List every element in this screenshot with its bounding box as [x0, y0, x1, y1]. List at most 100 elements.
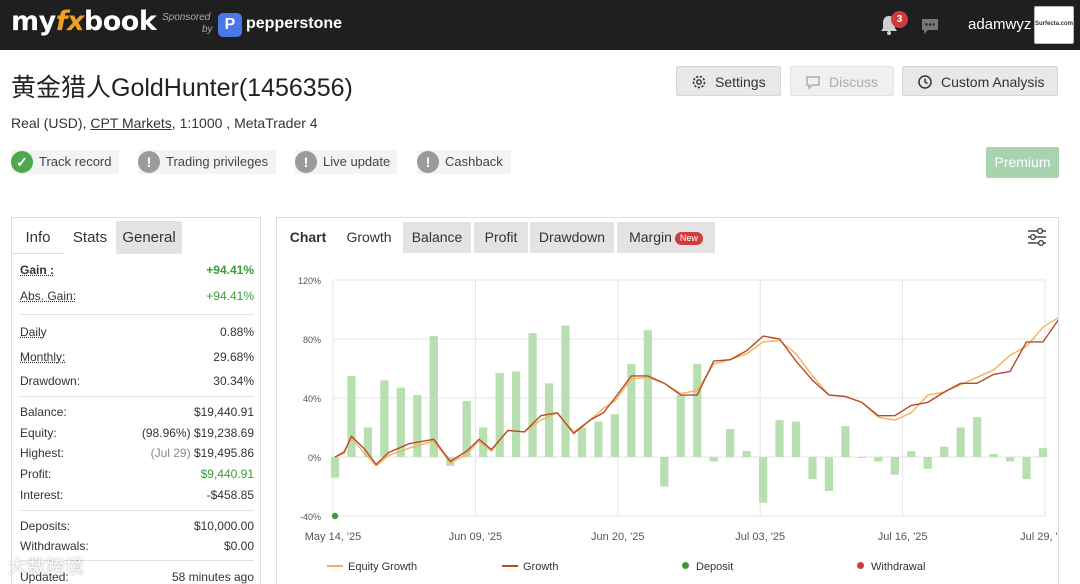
gear-icon — [692, 75, 706, 89]
daily-gain-bar — [709, 457, 718, 462]
daily-gain-bar — [808, 457, 817, 480]
stat-deposits: Deposits: $10,000.00 — [20, 519, 254, 533]
stat-profit: Profit: $9,440.91 — [20, 467, 254, 481]
chart-settings-sliders-icon[interactable] — [1026, 226, 1048, 248]
daily-gain-bar — [347, 375, 356, 457]
daily-gain-bar — [775, 420, 784, 457]
x-axis-tick-label: Jul 29, '25 — [1020, 531, 1058, 543]
tab-profit[interactable]: Profit — [474, 222, 528, 253]
daily-gain-bar — [380, 380, 389, 457]
tab-growth[interactable]: Growth — [337, 222, 401, 253]
daily-gain-bar — [627, 364, 636, 457]
daily-gain-bar — [660, 457, 669, 487]
deposit-marker — [331, 512, 339, 520]
legend-withdrawal[interactable]: Withdrawal — [857, 561, 925, 573]
growth-chart[interactable]: 120% 80% 40% 0% -40% May 14, '25 Jun 09, '25 Ju… — [277, 258, 1058, 558]
tab-stats[interactable]: Stats — [64, 221, 116, 254]
premium-button[interactable]: Premium — [986, 147, 1059, 178]
account-type-text: Real (USD), — [11, 115, 87, 131]
daily-gain-bar — [857, 457, 866, 458]
exclamation-circle-icon: ! — [417, 151, 439, 173]
top-navbar: myfxbook Sponsored by P pepperstone 3 ad… — [0, 0, 1080, 50]
daily-gain-bar — [824, 457, 834, 491]
daily-gain-bar — [923, 457, 932, 469]
stats-divider — [20, 560, 254, 561]
daily-gain-bar — [643, 330, 652, 457]
exclamation-circle-icon: ! — [138, 151, 160, 173]
stat-equity: Equity: (98.96%) $19,238.69 — [20, 426, 254, 440]
stat-highest: Highest: (Jul 29) $19,495.86 — [20, 446, 254, 460]
discuss-button[interactable]: Discuss — [790, 66, 894, 96]
daily-gain-bar — [594, 421, 603, 457]
series-line-growth — [334, 319, 1058, 466]
custom-analysis-button[interactable]: Custom Analysis — [902, 66, 1058, 96]
stat-withdrawals: Withdrawals: $0.00 — [20, 539, 254, 553]
myfxbook-logo[interactable]: myfxbook — [11, 6, 157, 37]
exclamation-circle-icon: ! — [295, 151, 317, 173]
daily-gain-bar — [495, 372, 504, 457]
daily-gain-bar — [577, 427, 587, 457]
x-axis-tick-label: Jun 20, '25 — [591, 531, 644, 543]
pepperstone-logo-text[interactable]: pepperstone — [246, 15, 343, 32]
sponsored-by-label: Sponsored by — [162, 12, 213, 35]
daily-gain-bar — [791, 421, 801, 457]
legend-equity-growth[interactable]: Equity Growth — [327, 561, 417, 573]
tab-general[interactable]: General — [116, 221, 182, 254]
legend-growth[interactable]: Growth — [502, 561, 558, 573]
daily-gain-bar — [956, 427, 965, 457]
daily-gain-bar — [890, 457, 899, 475]
y-axis-tick-label: 80% — [303, 335, 321, 345]
page-title: 黄金猎人GoldHunter(1456356) — [11, 74, 353, 102]
username-link[interactable]: adamwyz — [968, 16, 1032, 33]
stat-gain: Gain : +94.41% — [20, 263, 254, 277]
daily-gain-bar — [396, 387, 405, 457]
tab-balance[interactable]: Balance — [403, 222, 471, 253]
daily-gain-bar — [544, 383, 554, 457]
broker-link[interactable]: CPT Markets — [90, 115, 172, 131]
stats-tabs: Info Stats General — [12, 218, 260, 254]
daily-gain-bar — [989, 454, 998, 457]
daily-gain-bar — [462, 400, 471, 457]
daily-gain-bar — [726, 428, 735, 457]
chart-label: Chart — [289, 229, 327, 245]
daily-gain-bar — [512, 371, 521, 457]
stat-abs-gain: Abs. Gain: +94.41% — [20, 289, 254, 303]
status-trading-privileges[interactable]: ! Trading privileges — [138, 150, 276, 174]
series-line-equity-growth — [334, 317, 1058, 467]
y-axis-tick-label: 40% — [303, 394, 321, 404]
x-axis-tick-label: Jun 09, '25 — [449, 531, 502, 543]
daily-gain-bar — [758, 457, 768, 503]
stats-divider — [20, 510, 254, 511]
legend-deposit[interactable]: Deposit — [682, 561, 733, 573]
tab-info[interactable]: Info — [12, 221, 64, 254]
notification-count-badge[interactable]: 3 — [891, 11, 908, 28]
stats-divider — [20, 396, 254, 397]
settings-button[interactable]: Settings — [676, 66, 781, 96]
x-axis-tick-label: May 14, '25 — [305, 531, 362, 543]
daily-gain-bar — [841, 426, 850, 457]
chart-panel: Chart Growth Balance Profit Drawdown Mar… — [276, 217, 1059, 584]
x-axis-tick-label: Jul 03, '25 — [735, 531, 785, 543]
stat-daily: Daily 0.88% — [20, 325, 254, 339]
tab-margin[interactable]: Margin New — [617, 222, 715, 253]
stats-divider — [20, 314, 254, 315]
account-details-text: , 1:1000 , MetaTrader 4 — [171, 115, 318, 131]
tab-drawdown[interactable]: Drawdown — [530, 222, 614, 253]
daily-gain-bar — [676, 395, 685, 457]
stat-monthly: Monthly: 29.68% — [20, 350, 254, 364]
new-badge: New — [674, 232, 703, 245]
watermark-text: 大数跨境 — [8, 556, 85, 578]
daily-gain-bar — [413, 395, 422, 457]
daily-gain-bar — [940, 446, 949, 457]
chat-icon[interactable] — [919, 15, 941, 37]
status-live-update[interactable]: ! Live update — [295, 150, 397, 174]
status-cashback[interactable]: ! Cashback — [417, 150, 511, 174]
y-axis-tick-label: 0% — [308, 453, 321, 463]
user-avatar[interactable]: Surfecta.com — [1034, 6, 1074, 44]
daily-gain-bar — [907, 451, 916, 457]
pepperstone-logo-mark[interactable]: P — [218, 13, 242, 37]
stats-panel: Info Stats General Gain : +94.41% Abs. G… — [11, 217, 261, 584]
daily-gain-bar — [693, 364, 702, 457]
status-track-record[interactable]: ✓ Track record — [11, 150, 119, 174]
daily-gain-bar — [973, 417, 982, 457]
